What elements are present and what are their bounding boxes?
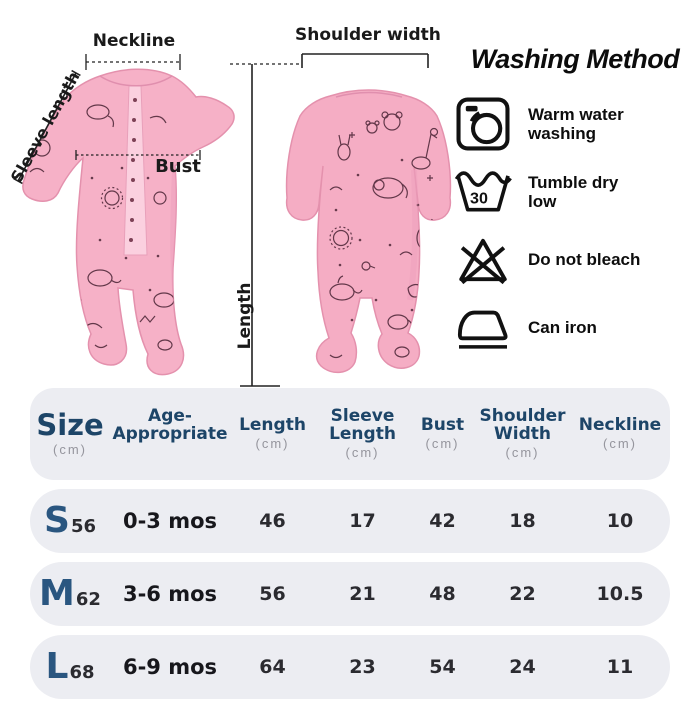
size-table: Size (cm) Age- Appropriate Length (cm) S… xyxy=(0,388,700,708)
romper-back xyxy=(285,89,452,374)
header-shoulder-width: Shoulder Width (cm) xyxy=(479,405,566,461)
cell-bust: 48 xyxy=(429,583,456,605)
cell-length: 64 xyxy=(259,656,286,678)
header-sleeve-length: Sleeve Length (cm) xyxy=(329,405,396,461)
cell-bust: 42 xyxy=(429,510,456,532)
header-age: Age- Appropriate xyxy=(112,405,228,444)
washing-method-panel: Washing Method Warm water washing xyxy=(452,44,698,357)
cell-shoulder-width: 22 xyxy=(509,583,536,605)
cell-age: 6-9 mos xyxy=(122,655,218,679)
cell-length: 56 xyxy=(259,583,286,605)
measurement-lines xyxy=(13,53,429,387)
header-size: Size (cm) xyxy=(36,407,104,457)
washing-instruction-no-bleach: Do not bleach xyxy=(452,231,698,289)
cell-length: 46 xyxy=(259,510,286,532)
cell-neckline: 10.5 xyxy=(596,583,644,605)
cell-age: 3-6 mos xyxy=(122,582,218,606)
iron-icon xyxy=(452,304,514,352)
header-bust: Bust (cm) xyxy=(420,414,465,452)
table-row-s: S 56 0-3 mos 46 17 42 18 10 xyxy=(30,489,670,553)
cell-age: 0-3 mos xyxy=(122,509,218,533)
cell-neckline: 11 xyxy=(606,656,634,678)
cell-sleeve-length: 21 xyxy=(349,583,376,605)
cell-shoulder-width: 18 xyxy=(509,510,536,532)
shoulder-width-measure-label: Shoulder width xyxy=(295,25,441,45)
cell-size: S 56 xyxy=(44,500,96,541)
length-measure-label: Length xyxy=(235,282,256,350)
washing-instruction-label: Do not bleach xyxy=(528,250,641,270)
neckline-measure-label: Neckline xyxy=(92,31,176,51)
header-neckline: Neckline (cm) xyxy=(578,414,662,452)
measurement-diagram: Neckline Sleeve length Bust Shoulder wid… xyxy=(7,25,698,387)
washing-instruction-warm-water: Warm water washing xyxy=(452,95,698,153)
cell-bust: 54 xyxy=(429,656,456,678)
washing-machine-icon xyxy=(452,95,514,153)
cell-sleeve-length: 23 xyxy=(349,656,376,678)
cell-sleeve-length: 17 xyxy=(349,510,376,532)
table-row-m: M 62 3-6 mos 56 21 48 22 10.5 xyxy=(30,562,670,626)
cell-size: L 68 xyxy=(45,646,95,687)
washing-instruction-label: Tumble dry low xyxy=(528,172,619,211)
cell-neckline: 10 xyxy=(606,510,634,532)
washing-instruction-can-iron: Can iron xyxy=(452,299,698,357)
do-not-bleach-icon xyxy=(452,233,514,287)
header-length: Length (cm) xyxy=(239,414,306,452)
romper-illustration xyxy=(13,53,452,387)
cell-shoulder-width: 24 xyxy=(509,656,536,678)
washing-instruction-tumble-dry: 30 Tumble dry low xyxy=(452,163,698,221)
wash-basin-30-icon: 30 xyxy=(452,169,514,215)
washing-instruction-label: Warm water washing xyxy=(528,104,624,143)
washing-method-title: Washing Method xyxy=(470,44,680,74)
table-row-l: L 68 6-9 mos 64 23 54 24 11 xyxy=(30,635,670,699)
cell-size: M 62 xyxy=(39,573,101,614)
bust-measure-label: Bust xyxy=(155,156,201,177)
table-header-row: Size (cm) Age- Appropriate Length (cm) S… xyxy=(30,388,670,480)
svg-text:30: 30 xyxy=(470,189,488,207)
washing-instruction-label: Can iron xyxy=(528,318,597,338)
